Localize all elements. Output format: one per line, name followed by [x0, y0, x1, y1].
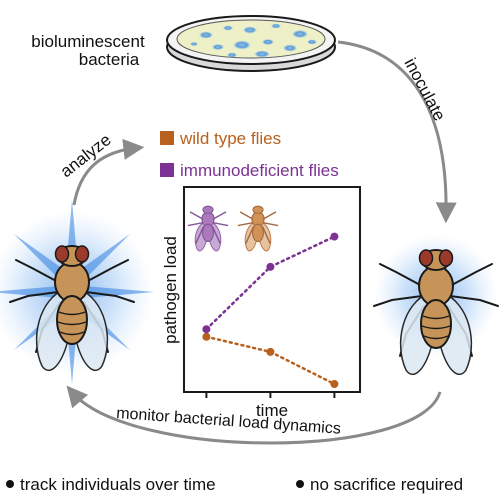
- analyze-arrow: [72, 138, 145, 206]
- inoculate-arrow: [337, 40, 457, 224]
- data-point-1-2: [330, 232, 339, 241]
- legend-label-wild-type: wild type flies: [179, 129, 281, 148]
- data-point-1-1: [266, 262, 275, 271]
- legend: wild type flies immunodeficient flies: [160, 129, 339, 180]
- legend-label-immunodeficient: immunodeficient flies: [180, 161, 339, 180]
- monitor-label: monitor bacterial load dynamics: [116, 405, 342, 438]
- x-ticks: [205, 392, 336, 398]
- legend-swatch-immunodeficient: [160, 163, 174, 177]
- petri-dish-icon: [166, 15, 336, 72]
- data-point-0-1: [266, 347, 275, 356]
- bacteria-label-line-1: bioluminescent: [31, 32, 145, 51]
- bullet-no-sacrifice: no sacrifice required: [310, 475, 463, 494]
- wild-type-fly-icon: [237, 205, 279, 252]
- data-point-0-2: [330, 380, 339, 388]
- monitor-arrow: [66, 385, 442, 445]
- bullet-track: track individuals over time: [20, 475, 216, 494]
- series-layer: [202, 232, 339, 388]
- bullet-dot-2: [296, 480, 304, 488]
- x-axis-label: time: [256, 401, 288, 420]
- y-axis-label: pathogen load: [161, 236, 180, 344]
- immunodeficient-fly-icon: [187, 205, 229, 252]
- legend-swatch-wild-type: [160, 131, 174, 145]
- glowing-fly-left-icon: [0, 200, 154, 384]
- data-point-0-0: [202, 332, 211, 341]
- bullet-dot-1: [6, 480, 14, 488]
- data-point-1-0: [202, 325, 211, 334]
- glowing-fly-right-icon: [373, 234, 499, 376]
- bacteria-label-line-2: bacteria: [79, 50, 140, 69]
- inoculate-label: inoculate: [400, 55, 449, 124]
- chart: time pathogen load: [161, 186, 361, 420]
